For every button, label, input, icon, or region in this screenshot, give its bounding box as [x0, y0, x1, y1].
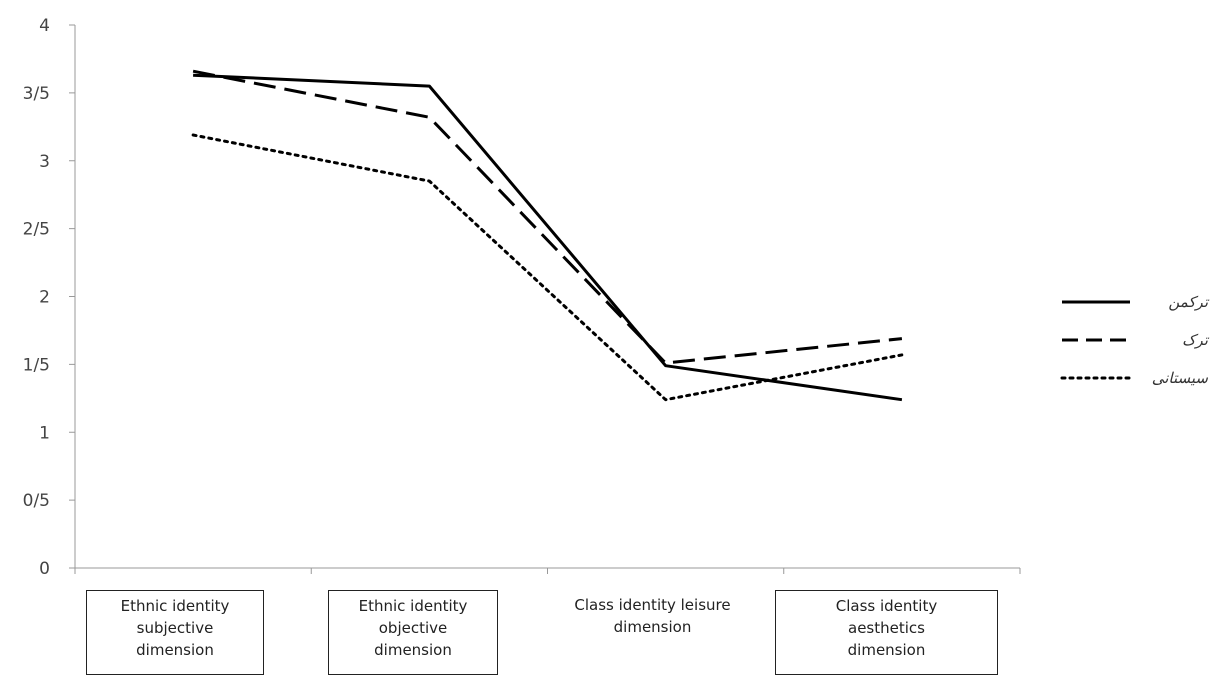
- y-tick-label: 0/5: [23, 491, 50, 511]
- legend: ترکمن ترک سیستانی: [1060, 293, 1210, 387]
- series-line-2: [192, 69, 903, 365]
- x-category-label: Ethnic identity subjective dimension: [86, 590, 264, 675]
- y-tick-label: 4: [39, 16, 50, 36]
- x-category-label: Class identity aesthetics dimension: [775, 590, 998, 675]
- series-lines: [191, 69, 904, 402]
- y-tick-label: 2: [39, 288, 50, 308]
- series-line-3: [191, 133, 904, 402]
- x-category-label-line: objective: [378, 619, 448, 637]
- legend-label: سیستانی: [1152, 369, 1209, 387]
- x-category-label-line: Class identity: [835, 597, 938, 615]
- series-line-1: [193, 73, 903, 402]
- y-tick-label: 3: [39, 152, 50, 172]
- x-category-label-line: Class identity leisure: [574, 596, 731, 614]
- legend-label: ترک: [1182, 331, 1210, 349]
- x-category-label-line: subjective: [136, 619, 214, 637]
- x-category-label-line: Ethnic identity: [120, 597, 230, 615]
- legend-label: ترکمن: [1168, 293, 1210, 311]
- y-tick-label: 0: [39, 559, 50, 579]
- x-category-label-line: dimension: [136, 641, 214, 659]
- x-category-label-line: dimension: [847, 641, 926, 659]
- x-axis: [74, 567, 1021, 574]
- y-tick-label: 2/5: [23, 220, 50, 240]
- x-category-label: Class identity leisure dimension: [550, 594, 755, 654]
- y-tick-label: 1/5: [23, 355, 50, 375]
- x-category-label-line: dimension: [374, 641, 452, 659]
- x-category-label: Ethnic identity objective dimension: [328, 590, 498, 675]
- x-category-label-line: dimension: [613, 618, 692, 636]
- y-tick-label: 3/5: [23, 84, 50, 104]
- y-axis: 0 0/5 1 1/5 2 2/5 3 3/5 4: [23, 16, 76, 579]
- x-category-label-line: aesthetics: [848, 619, 925, 637]
- x-category-label-line: Ethnic identity: [358, 597, 468, 615]
- y-tick-label: 1: [39, 423, 50, 443]
